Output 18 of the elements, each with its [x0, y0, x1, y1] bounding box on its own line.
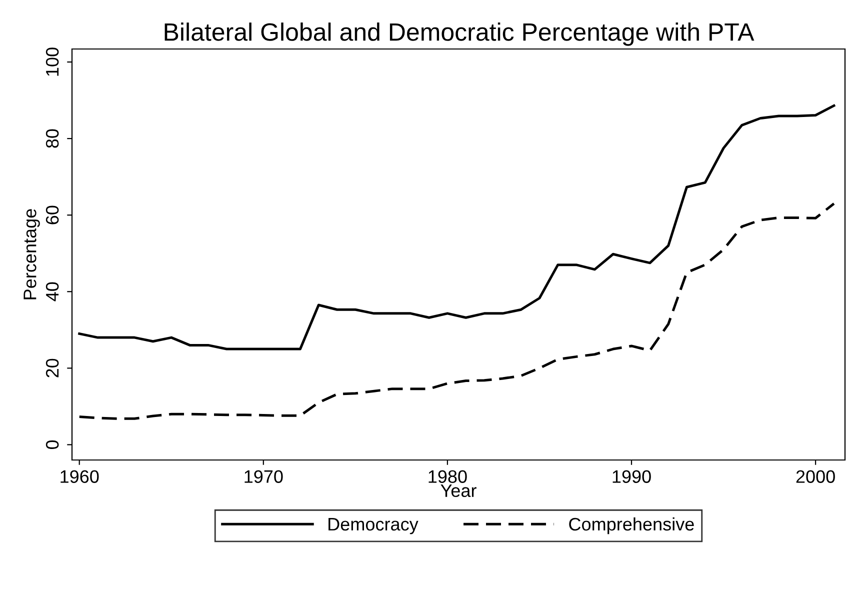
legend-label: Democracy: [328, 518, 418, 534]
x-tick-label: 2000: [796, 470, 835, 483]
y-tick-label: 40: [46, 282, 59, 302]
line-series: [78, 104, 836, 350]
y-axis-title: Percentage: [24, 209, 40, 300]
y-tick-label: 80: [46, 129, 59, 148]
y-tick-label: 0: [46, 440, 59, 450]
y-tick-label: 100: [46, 48, 59, 76]
y-tick-label: 20: [46, 358, 59, 378]
x-tick-label: 1980: [428, 470, 467, 483]
chart-title: Bilateral Global and Democratic Percentage with PTA: [164, 22, 754, 46]
x-tick-label: 1990: [612, 470, 651, 483]
text: Comprehensive: [569, 517, 694, 534]
x-tick-label: 1970: [244, 470, 283, 483]
y-tick-label: 60: [46, 206, 59, 224]
line-series: [78, 202, 836, 420]
x-tick-label: 1960: [60, 470, 99, 483]
x-axis-title: Year: [440, 484, 476, 498]
